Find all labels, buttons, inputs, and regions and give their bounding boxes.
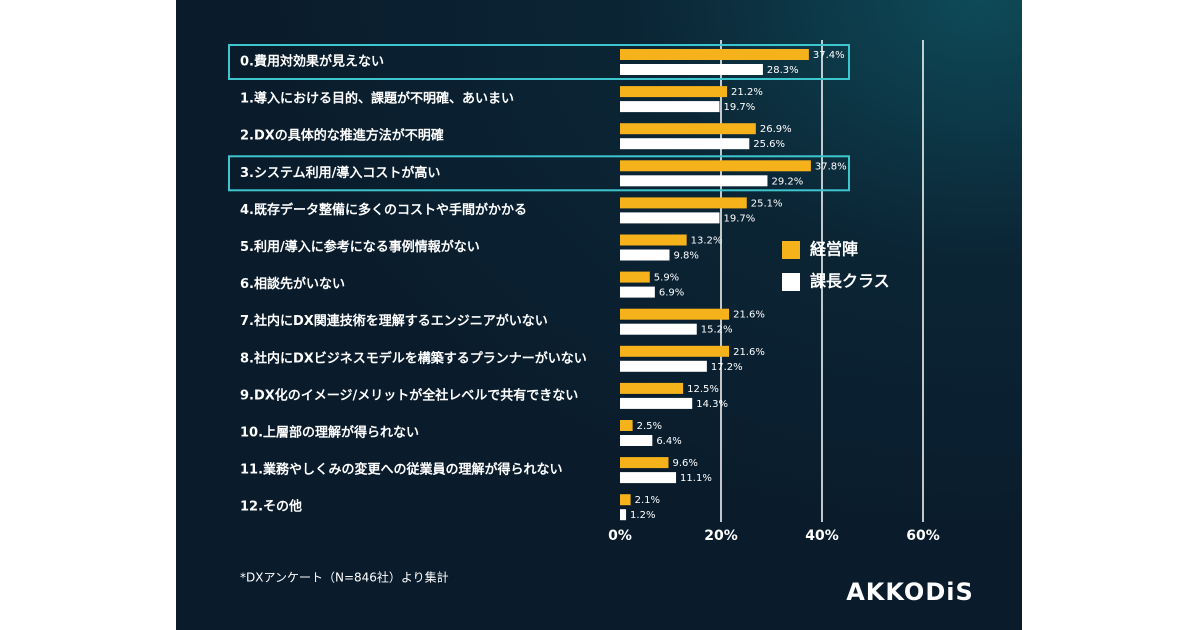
bar (620, 420, 633, 431)
value-label: 2.5% (637, 421, 662, 432)
highlight-box (228, 155, 850, 192)
value-label: 37.4% (813, 50, 845, 61)
category-label: 7.社内にDX関連技術を理解するエンジニアがいない (240, 313, 548, 329)
bar (620, 360, 707, 372)
bar (620, 138, 750, 150)
value-label: 21.6% (733, 310, 765, 321)
value-label: 2.1% (635, 495, 660, 506)
value-label: 1.2% (630, 510, 655, 521)
bar (620, 101, 720, 113)
category-label: 5.利用/導入に参考になる事例情報がない (240, 239, 480, 255)
category-label: 11.業務やしくみの変更への従業員の理解が得られない (240, 462, 563, 478)
bar (620, 382, 684, 394)
bar (620, 49, 809, 60)
value-label: 11.1% (680, 473, 712, 484)
bar (620, 435, 653, 446)
value-label: 17.2% (711, 362, 743, 373)
value-label: 25.1% (751, 198, 783, 209)
value-label: 25.6% (753, 139, 785, 150)
category-label: 1.導入における目的、課題が不明確、あいまい (240, 91, 514, 107)
category-label: 3.システム利用/導入コストが高い (240, 165, 440, 181)
category-label: 10.上層部の理解が得られない (240, 425, 419, 441)
category-label: 9.DX化のイメージ/メリットが全社レベルで共有できない (240, 387, 578, 403)
category-label: 8.社内にDXビジネスモデルを構築するプランナーがいない (240, 350, 587, 366)
value-label: 6.4% (656, 436, 681, 447)
logo: AKKODiS (846, 578, 974, 606)
bar (620, 197, 747, 209)
legend-swatch (782, 273, 800, 291)
bar (620, 86, 728, 98)
bar (620, 457, 669, 469)
value-label: 29.2% (771, 176, 803, 187)
legend-label: 経営陣 (810, 240, 858, 259)
value-label: 19.7% (723, 102, 755, 113)
bar (620, 212, 720, 224)
value-label: 5.9% (654, 273, 679, 284)
bar (620, 308, 730, 320)
highlight-box (228, 44, 850, 80)
bar (620, 494, 631, 506)
bar (620, 160, 811, 172)
category-label: 2.DXの具体的な推進方法が不明確 (240, 128, 444, 144)
category-label: 0.費用対効果が見えない (240, 54, 384, 70)
value-label: 21.2% (731, 87, 763, 98)
x-tick-label: 60% (906, 528, 940, 544)
value-label: 37.8% (815, 161, 847, 172)
category-label: 6.相談先がいない (240, 276, 345, 292)
value-label: 12.5% (687, 384, 719, 395)
bar (620, 472, 677, 484)
bar (620, 234, 687, 246)
bar (620, 509, 627, 521)
category-label: 12.その他 (240, 499, 302, 515)
bar (620, 345, 730, 357)
bar (620, 286, 655, 298)
value-label: 13.2% (691, 236, 723, 247)
value-label: 19.7% (723, 213, 755, 224)
x-tick-label: 40% (805, 528, 839, 544)
value-label: 26.9% (760, 124, 792, 135)
value-label: 6.9% (659, 288, 684, 299)
bar (620, 64, 763, 75)
panel (176, 0, 1022, 630)
x-tick-label: 20% (704, 528, 738, 544)
x-tick-label: 0% (608, 528, 632, 544)
value-label: 9.6% (672, 458, 697, 469)
bar (620, 249, 670, 261)
category-label: 4.既存データ整備に多くのコストや手間がかかる (240, 202, 527, 218)
value-label: 21.6% (733, 347, 765, 358)
value-label: 28.3% (767, 65, 799, 76)
value-label: 15.2% (701, 325, 733, 336)
bar (620, 397, 693, 409)
bar (620, 123, 756, 135)
bar (620, 175, 768, 187)
footnote: *DXアンケート（N=846社）より集計 (240, 570, 449, 585)
value-label: 9.8% (673, 251, 698, 262)
legend-label: 課長クラス (810, 272, 890, 291)
value-label: 14.3% (696, 399, 728, 410)
legend-swatch (782, 241, 800, 259)
bar (620, 271, 650, 283)
bar (620, 323, 697, 335)
